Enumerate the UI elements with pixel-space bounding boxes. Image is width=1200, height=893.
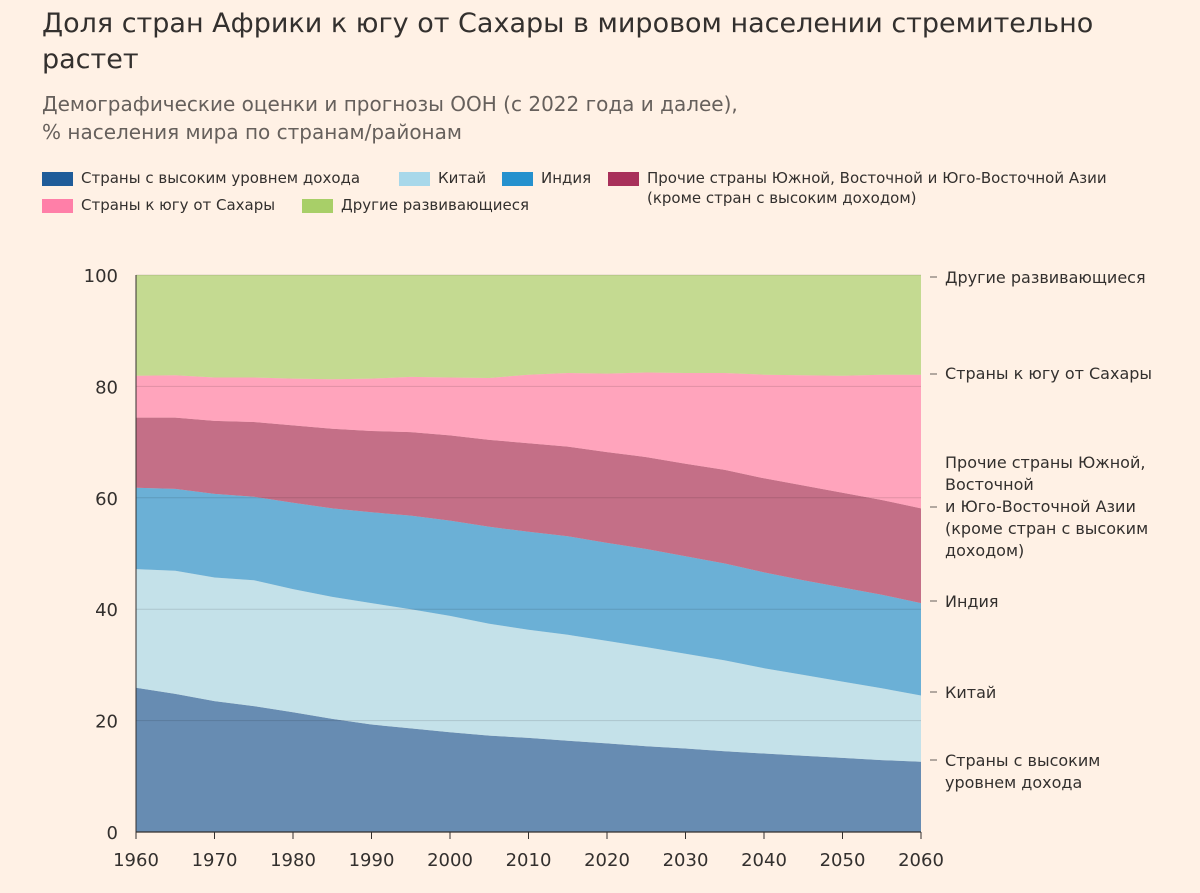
subtitle-line-1: Демографические оценки и прогнозы ООН (с… [42, 92, 738, 116]
end-label-sub-saharan: Страны к югу от Сахары [945, 364, 1152, 383]
x-tick-label: 1960 [113, 850, 159, 871]
area-other-asia [136, 417, 921, 604]
legend: Страны с высоким уровнем дохода Китай Ин… [42, 168, 1192, 218]
y-tick-label: 40 [95, 600, 118, 621]
end-label-line: Страны к югу от Сахары [945, 364, 1152, 383]
legend-item-other-asia: Прочие страны Южной, Восточной и Юго-Вос… [608, 168, 1107, 208]
legend-label-line-1: Прочие страны Южной, Восточной и Юго-Вос… [647, 169, 1107, 187]
legend-item-other-developing: Другие развивающиеся [302, 195, 529, 215]
legend-item-india: Индия [502, 168, 591, 188]
end-label-line: доходом) [945, 541, 1024, 560]
legend-label: Страны с высоким уровнем дохода [81, 169, 361, 187]
chart-subtitle: Демографические оценки и прогнозы ООН (с… [42, 90, 1042, 146]
y-tick-label: 0 [107, 823, 118, 844]
end-label-line: Китай [945, 683, 996, 702]
end-label-line: Прочие страны Южной, [945, 453, 1145, 472]
legend-label: Индия [541, 169, 592, 187]
x-tick-label: 2060 [898, 850, 944, 871]
end-label-other-developing: Другие развивающиеся [945, 268, 1146, 287]
end-label-line: Восточной [945, 475, 1034, 494]
legend-item-sub-saharan: Страны к югу от Сахары [42, 195, 275, 215]
end-label-line: (кроме стран с высоким [945, 519, 1148, 538]
legend-label: Прочие страны Южной, Восточной и Юго-Вос… [647, 168, 1107, 208]
end-label-line: Страны с высоким [945, 751, 1100, 770]
area-high-income [136, 687, 921, 832]
area-other-developing [136, 275, 921, 380]
end-label-india: Индия [945, 592, 999, 611]
area-sub-saharan [136, 372, 921, 509]
end-label-other-asia: Прочие страны Южной, Восточной и Юго-Восто… [945, 453, 1148, 560]
end-label-line: Другие развивающиеся [945, 268, 1146, 287]
end-label-line: Индия [945, 592, 999, 611]
end-label-line: уровнем дохода [945, 773, 1082, 792]
y-tick-label: 100 [84, 266, 118, 287]
legend-item-high-income: Страны с высоким уровнем дохода [42, 168, 360, 188]
legend-label: Китай [438, 169, 487, 187]
x-tick-label: 2050 [820, 850, 866, 871]
end-label-high-income: Страны с высоким уровнем дохода [945, 751, 1100, 792]
x-tick-label: 1970 [192, 850, 238, 871]
x-tick-label: 2020 [584, 850, 630, 871]
legend-label: Другие развивающиеся [341, 196, 530, 214]
x-tick-label: 1980 [270, 850, 316, 871]
x-tick-label: 1990 [349, 850, 395, 871]
legend-item-china: Китай [399, 168, 486, 188]
x-tick-label: 2030 [663, 850, 709, 871]
area-china [136, 569, 921, 762]
legend-swatch [399, 172, 430, 186]
x-tick-label: 2040 [741, 850, 787, 871]
legend-swatch [608, 172, 639, 186]
legend-swatch [42, 172, 73, 186]
area-india [136, 487, 921, 696]
end-label-line: и Юго-Восточной Азии [945, 497, 1136, 516]
end-label-china: Китай [945, 683, 996, 702]
x-tick-label: 2000 [427, 850, 473, 871]
y-tick-label: 60 [95, 489, 118, 510]
x-tick-label: 2010 [506, 850, 552, 871]
y-tick-label: 20 [95, 712, 118, 733]
legend-label: Страны к югу от Сахары [81, 196, 276, 214]
subtitle-line-2: % населения мира по странам/районам [42, 120, 462, 144]
y-tick-label: 80 [95, 377, 118, 398]
legend-swatch [42, 199, 73, 213]
legend-label-line-2: (кроме стран с высоким доходом) [647, 189, 917, 207]
chart-title: Доля стран Африки к югу от Сахары в миро… [42, 8, 1094, 75]
legend-swatch [302, 199, 333, 213]
legend-swatch [502, 172, 533, 186]
